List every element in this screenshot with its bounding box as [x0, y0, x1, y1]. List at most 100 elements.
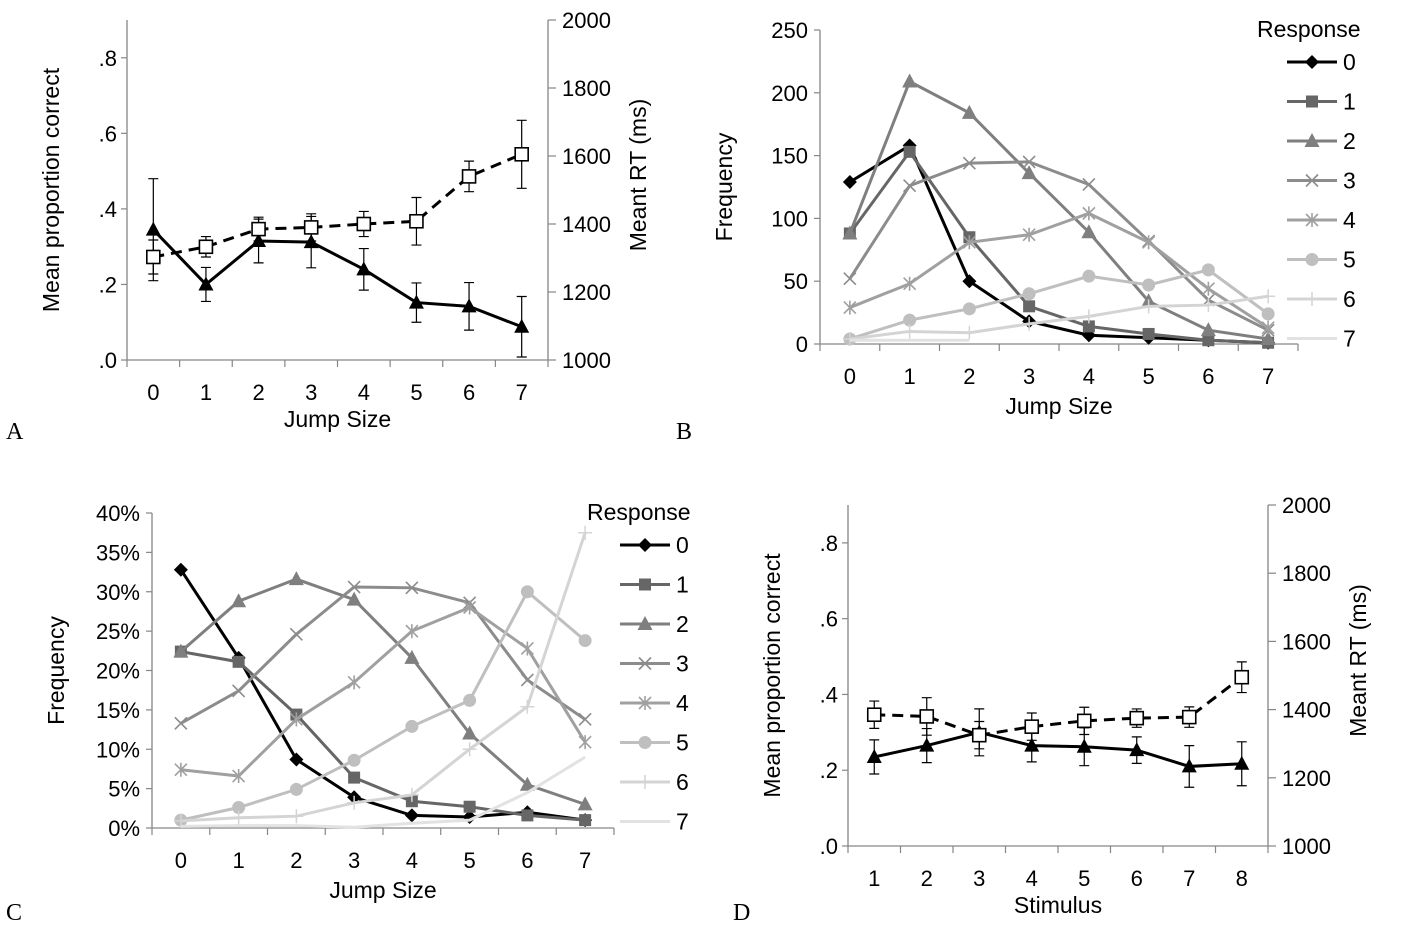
- x-tick-label: 4: [406, 848, 418, 873]
- x-tick-label: 0: [844, 364, 856, 389]
- data-point: [1201, 263, 1215, 277]
- x-tick-label: 2: [921, 866, 933, 891]
- y-tick-label: .4: [99, 197, 117, 222]
- data-point: [174, 716, 188, 730]
- data-point: [174, 762, 188, 777]
- data-point: [520, 585, 534, 599]
- x-tick-label: 4: [358, 380, 370, 405]
- data-point: [289, 752, 304, 767]
- data-point: [289, 782, 303, 796]
- y-tick-label: 15%: [96, 698, 140, 723]
- data-point: [462, 742, 477, 757]
- data-point: [347, 580, 361, 594]
- data-point: [903, 145, 916, 158]
- series-response-3: [843, 155, 1275, 337]
- series-mean-rt: [866, 661, 1250, 750]
- y-tick-label: 0%: [108, 816, 140, 841]
- series-response-2: [173, 571, 593, 811]
- legend: Response 0 1 2 3 4 5 6 7: [587, 499, 691, 835]
- data-point: [356, 216, 372, 232]
- legend-label: 1: [676, 572, 689, 598]
- series-line: [180, 585, 586, 725]
- data-point: [843, 272, 857, 286]
- y-tick-label: .0: [99, 348, 117, 373]
- legend-item-4: 4: [1287, 207, 1356, 233]
- legend-item-6: 6: [1287, 286, 1356, 312]
- data-point: [962, 302, 976, 316]
- legend-item-7: 7: [620, 809, 689, 835]
- legend-marker: [1305, 55, 1319, 69]
- data-point: [1142, 235, 1156, 250]
- data-point: [1082, 320, 1095, 333]
- data-point: [902, 73, 918, 88]
- y2-tick-label: 1000: [562, 348, 611, 373]
- legend-label: 5: [1343, 247, 1356, 273]
- x-tick-label: 7: [1262, 364, 1274, 389]
- data-point: [1022, 227, 1036, 242]
- legend-label: 5: [676, 730, 689, 756]
- data-point: [902, 324, 917, 339]
- y2-tick-label: 1200: [562, 280, 611, 305]
- y-tick-label: 5%: [108, 777, 140, 802]
- series-line: [849, 294, 1269, 341]
- data-point: [866, 748, 882, 763]
- series-line: [848, 149, 1269, 345]
- data-point: [520, 641, 534, 656]
- data-point: [232, 684, 246, 698]
- series-line: [848, 160, 1269, 332]
- data-point: [578, 525, 593, 540]
- data-point: [842, 225, 858, 240]
- panel-label-c: C: [6, 900, 22, 926]
- data-point: [347, 753, 361, 767]
- legend-item-7: 7: [1287, 326, 1356, 352]
- y2-tick-label: 1600: [1282, 629, 1331, 654]
- legend-marker: [1305, 213, 1319, 227]
- legend-label: 1: [1343, 89, 1356, 115]
- y-tick-label: 50: [784, 269, 808, 294]
- y2-tick-label: 1600: [562, 144, 611, 169]
- y2-tick-label: 1000: [1282, 834, 1331, 859]
- data-point: [514, 318, 530, 333]
- data-point: [231, 593, 247, 608]
- data-point: [1022, 155, 1036, 169]
- data-point: [346, 591, 362, 606]
- data-point: [409, 213, 424, 229]
- legend-item-1: 1: [620, 572, 689, 598]
- data-point: [251, 221, 266, 237]
- data-point: [356, 261, 372, 276]
- x-tick-label: 5: [464, 848, 476, 873]
- data-point: [1081, 224, 1097, 239]
- y-tick-label: 10%: [96, 737, 140, 762]
- data-point: [1082, 269, 1096, 283]
- data-point: [1141, 299, 1156, 314]
- legend-marker: [1305, 173, 1319, 188]
- legend-item-5: 5: [1287, 247, 1356, 273]
- data-point: [1201, 298, 1216, 313]
- series-line: [179, 577, 586, 806]
- legend-marker: [638, 656, 652, 671]
- data-point: [173, 562, 188, 577]
- data-point: [1234, 755, 1250, 770]
- series-line: [180, 532, 587, 823]
- data-point: [1129, 710, 1145, 726]
- y-tick-label: .2: [99, 272, 117, 297]
- y-axis-title: Mean proportion correct: [759, 553, 785, 798]
- data-point: [1022, 287, 1036, 301]
- legend-label: 0: [676, 532, 689, 558]
- legend-label: 3: [676, 651, 689, 677]
- data-point: [1261, 289, 1276, 304]
- panel-label-a: A: [6, 419, 24, 445]
- legend-marker: [638, 775, 652, 789]
- legend-marker: [1305, 253, 1319, 266]
- data-point: [514, 147, 529, 162]
- legend-item-6: 6: [620, 769, 689, 795]
- data-point: [232, 769, 246, 784]
- data-point: [289, 712, 303, 727]
- data-point: [961, 104, 977, 119]
- data-point: [347, 675, 361, 690]
- legend-marker: [638, 696, 652, 710]
- x-tick-label: 5: [410, 380, 422, 405]
- y2-tick-label: 2000: [562, 8, 611, 33]
- data-point: [1181, 758, 1197, 773]
